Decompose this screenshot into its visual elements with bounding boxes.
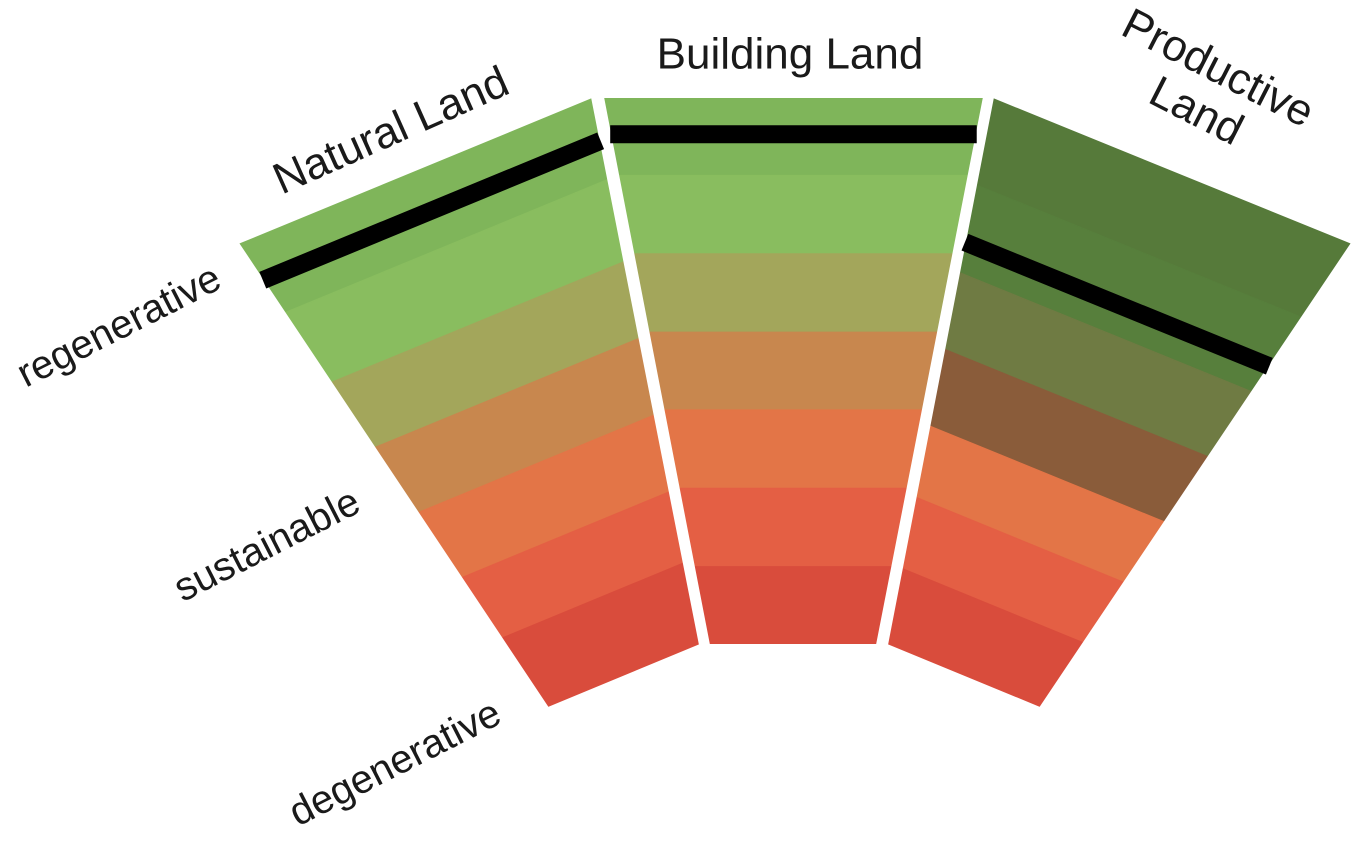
sector-markers xyxy=(259,125,1273,375)
sector-bands xyxy=(236,95,1354,710)
band-building-5 xyxy=(662,409,924,489)
sector-title-building: Building Land xyxy=(657,30,924,79)
scale-label-degenerative: degenerative xyxy=(282,691,508,835)
sector-outline-natural xyxy=(236,95,702,710)
band-building-4 xyxy=(647,331,939,411)
band-building-2 xyxy=(617,174,970,255)
marker-line-productive xyxy=(961,233,1273,375)
sector-outline-building xyxy=(601,96,986,646)
scale-label-regenerative: regenerative xyxy=(10,256,228,396)
band-building-7 xyxy=(693,566,893,646)
marker-line-natural xyxy=(259,132,605,289)
band-building-6 xyxy=(678,487,909,568)
band-building-3 xyxy=(632,253,955,333)
sector-outline-productive xyxy=(885,95,1354,710)
scale-label-sustainable: sustainable xyxy=(167,479,367,610)
